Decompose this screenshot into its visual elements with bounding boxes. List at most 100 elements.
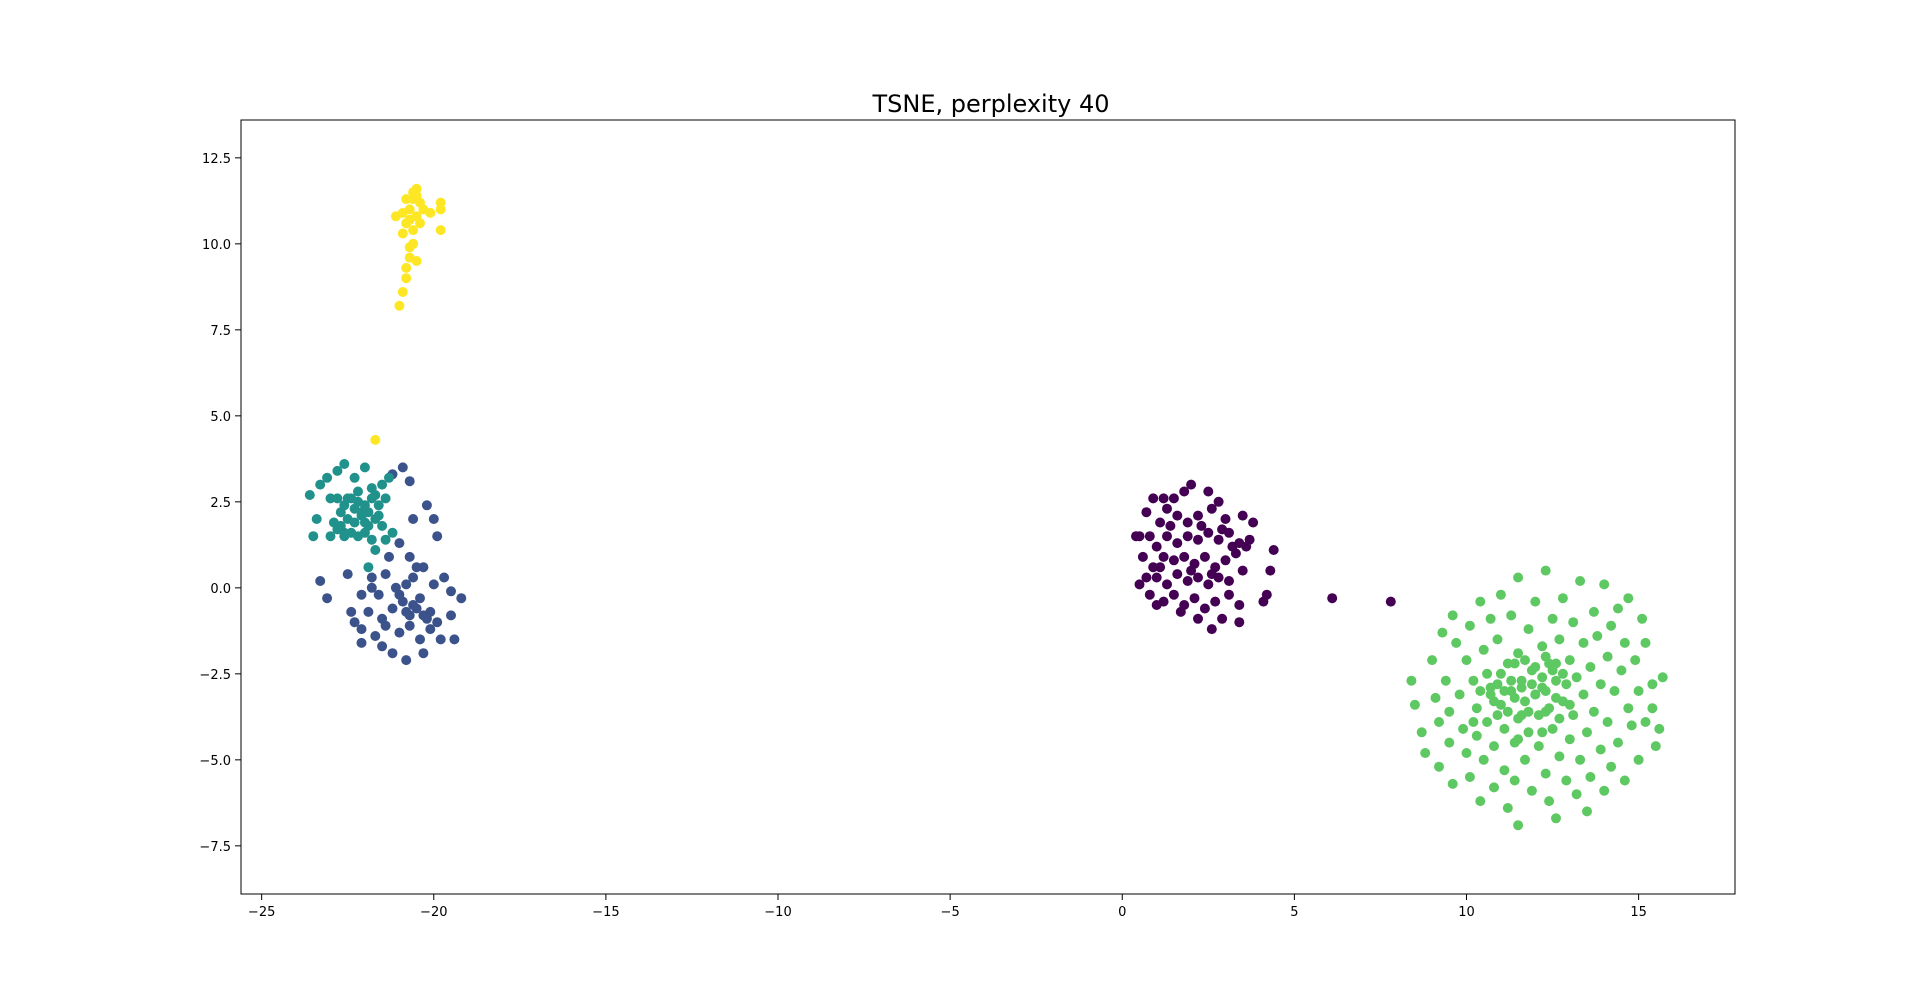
data-point-cluster-4 [401,194,412,205]
data-point-cluster-1 [401,606,412,617]
data-point-cluster-3 [1489,741,1499,752]
data-point-cluster-1 [421,500,432,511]
data-point-cluster-3 [1551,692,1561,703]
data-point-cluster-1 [418,648,429,659]
data-point-cluster-3 [1461,655,1472,666]
data-point-cluster-3 [1509,658,1520,669]
data-point-cluster-3 [1640,717,1651,727]
data-point-cluster-3 [1502,658,1513,669]
data-point-cluster-0 [1206,569,1217,580]
data-point-cluster-2 [370,490,381,500]
y-tick-label: −5.0 [199,754,231,769]
data-point-cluster-4 [411,190,422,201]
data-point-cluster-3 [1582,727,1592,738]
data-point-cluster-1 [404,620,415,631]
data-point-cluster-3 [1585,772,1596,782]
data-point-cluster-3 [1551,675,1561,686]
data-point-cluster-1 [432,617,443,628]
data-point-cluster-1 [356,589,367,600]
data-point-cluster-3 [1516,675,1527,686]
data-point-cluster-3 [1537,727,1548,738]
data-point-cluster-0 [1203,486,1214,497]
data-point-cluster-3 [1506,610,1517,621]
data-point-cluster-0 [1385,596,1396,607]
data-point-cluster-1 [377,641,388,652]
x-tick-label: −20 [420,905,447,920]
data-point-cluster-1 [404,476,415,487]
data-point-cluster-3 [1616,665,1627,676]
data-point-cluster-0 [1241,541,1252,552]
data-point-cluster-3 [1537,641,1548,652]
data-point-cluster-0 [1206,624,1217,635]
data-point-cluster-4 [411,256,422,266]
data-point-cluster-1 [380,620,391,631]
data-point-cluster-3 [1475,596,1486,607]
data-point-cluster-3 [1434,761,1444,772]
data-point-cluster-0 [1220,555,1231,566]
data-point-cluster-0 [1162,531,1172,542]
data-point-cluster-3 [1557,668,1568,679]
data-point-cluster-3 [1489,696,1499,707]
data-point-cluster-0 [1148,493,1159,504]
data-point-cluster-3 [1499,723,1510,734]
data-point-cluster-3 [1523,706,1534,717]
data-point-cluster-0 [1182,531,1193,542]
y-tick-label: 5.0 [210,410,231,425]
data-point-cluster-1 [387,648,398,659]
data-point-cluster-3 [1520,754,1530,765]
y-tick-label: 0.0 [210,582,231,597]
data-point-cluster-0 [1186,565,1197,576]
data-points [304,183,1668,831]
data-point-cluster-3 [1657,672,1668,683]
data-point-cluster-0 [1168,555,1179,566]
data-point-cluster-3 [1637,613,1648,624]
y-tick-label: 12.5 [202,152,231,167]
data-point-cluster-0 [1151,541,1162,552]
data-point-cluster-1 [401,655,412,666]
data-point-cluster-0 [1268,545,1279,555]
data-point-cluster-1 [370,631,381,641]
data-point-cluster-0 [1193,510,1203,521]
data-point-cluster-3 [1633,686,1644,696]
data-point-cluster-0 [1193,613,1203,624]
data-point-cluster-3 [1451,637,1462,648]
data-point-cluster-0 [1199,551,1210,562]
data-point-cluster-3 [1568,710,1579,721]
data-point-cluster-3 [1551,658,1561,669]
data-point-cluster-0 [1168,493,1179,504]
data-point-cluster-3 [1554,634,1565,645]
data-point-cluster-3 [1613,737,1623,748]
data-point-cluster-4 [394,300,405,311]
data-point-cluster-2 [339,459,350,469]
data-point-cluster-1 [408,572,419,583]
data-point-cluster-3 [1513,572,1524,583]
data-point-cluster-1 [363,606,374,617]
data-point-cluster-2 [335,507,346,518]
data-point-cluster-3 [1606,761,1617,772]
data-point-cluster-3 [1547,613,1558,624]
data-point-cluster-3 [1568,617,1579,628]
data-point-cluster-1 [397,462,408,473]
data-point-cluster-0 [1175,606,1186,617]
data-point-cluster-3 [1526,785,1537,796]
data-point-cluster-0 [1186,479,1197,490]
plot-area-frame [240,119,1736,895]
data-point-cluster-4 [397,287,408,297]
y-tick-label: 10.0 [202,238,231,253]
data-point-cluster-2 [339,527,350,538]
data-point-cluster-4 [425,207,436,218]
data-point-cluster-3 [1578,637,1589,648]
data-point-cluster-3 [1540,651,1551,662]
data-point-cluster-4 [397,228,408,239]
x-tick-label: 5 [1290,905,1298,920]
x-tick-label: −15 [592,905,619,920]
data-point-cluster-2 [353,486,363,497]
data-point-cluster-3 [1489,782,1499,793]
data-point-cluster-0 [1213,534,1224,545]
data-point-cluster-2 [363,562,374,573]
data-point-cluster-3 [1599,785,1610,796]
data-point-cluster-0 [1261,589,1272,600]
data-point-cluster-3 [1640,637,1651,648]
y-tick-label: 7.5 [210,324,231,339]
